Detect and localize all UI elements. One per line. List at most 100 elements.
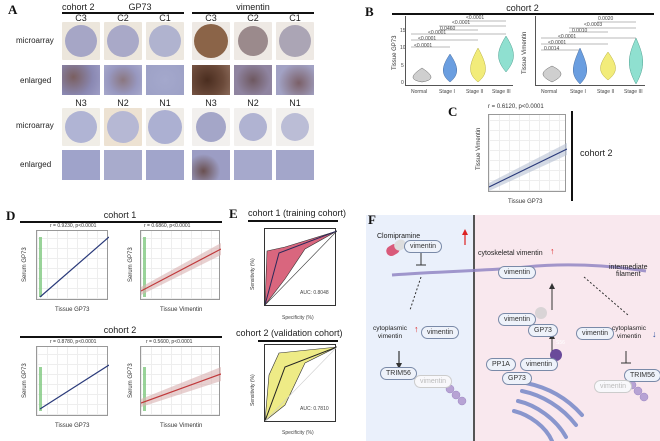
ylabel-tissue-vimentin: Tissue Vimentin <box>522 31 528 74</box>
pval-b2-3: <0.0001 <box>558 34 577 40</box>
microarray-gp73-n1 <box>146 108 184 146</box>
d-cohort2-header: cohort 2 <box>103 325 137 335</box>
d-xlabel-2: Tissue Vimentin <box>160 307 203 313</box>
d-ylabel-4: Serum GP73 <box>128 363 134 398</box>
d-stat-4: r = 0.5600, p<0.0001 <box>146 339 193 345</box>
s56-label: S56 <box>556 340 565 346</box>
e-rule-2 <box>258 340 338 342</box>
d-cohort1-rule <box>20 221 222 223</box>
f-gp73-complex: GP73 <box>528 324 558 337</box>
pval-b2-1: 0.0014 <box>544 46 560 52</box>
enlarged-vim-c2 <box>234 65 272 95</box>
enlarged-gp73-c3 <box>62 65 100 95</box>
f-vimentin-right: vimentin <box>576 327 615 340</box>
enlarged-vim-c1 <box>276 65 314 95</box>
enlarged-vim-n3 <box>192 150 230 180</box>
microarray-vim-c2 <box>234 22 272 60</box>
cyto-right-vim: vimentin <box>616 332 642 340</box>
row-label-microarray-normal: microarray <box>16 121 54 130</box>
xtick-stage1: Stage I <box>439 89 455 95</box>
ytick: 5 <box>401 63 404 69</box>
roc-cohort1 <box>264 228 337 306</box>
ylabel-tissue-gp73: Tissue GP73 <box>392 35 398 70</box>
col-c1-vim: C1 <box>289 13 301 23</box>
microarray-gp73-c3 <box>62 22 100 60</box>
panel-letter-f: F <box>368 212 376 227</box>
pval-b1: <0.0001 <box>414 43 433 49</box>
enlarged-gp73-n2 <box>104 150 142 180</box>
pval-b5: <0.0001 <box>452 20 471 26</box>
f-intermediate-label: intermediate filament <box>609 264 648 278</box>
d-xlabel-3: Tissue GP73 <box>55 423 90 429</box>
panel-letter-b: B <box>365 4 374 19</box>
microarray-gp73-c1 <box>146 22 184 60</box>
scatter-c <box>488 114 567 192</box>
f-drug-label: Clomipramine <box>377 233 421 240</box>
panel-c-divider <box>571 111 573 201</box>
microarray-gp73-c2 <box>104 22 142 60</box>
f-vimentin-faded-right: vimentin <box>594 380 633 393</box>
pval-b2-4: 0.0010 <box>572 28 588 34</box>
panel-letter-d: D <box>6 208 16 223</box>
f-cytoskeletal-label: cytoskeletal vimentin <box>478 250 543 257</box>
filament-text: filament <box>616 271 641 278</box>
f-vimentin-center: vimentin <box>498 266 537 279</box>
enlarged-vim-n1 <box>276 150 314 180</box>
xtick-stage3: Stage III <box>492 89 511 95</box>
col-c2-vim: C2 <box>247 13 259 23</box>
xtick-stage1-2: Stage I <box>570 89 586 95</box>
microarray-vim-n2 <box>234 108 272 146</box>
d-cohort2-rule <box>20 336 222 338</box>
pval-b2-5: <0.0003 <box>584 22 603 28</box>
d-stat-2: r = 0.6860, p<0.0001 <box>144 223 191 229</box>
cyto-right-text: cytoplasmic <box>612 325 646 332</box>
e-xlabel-2: Specificity (%) <box>282 430 314 436</box>
f-trim56-left: TRIM56 <box>380 367 417 380</box>
panel-b-rule <box>392 13 654 15</box>
f-cyto-left: cytoplasmic vimentin <box>373 325 407 341</box>
ytick: 0 <box>401 80 404 86</box>
arrow-up-icon: ↑ <box>550 246 555 256</box>
vimentin-group-title: vimentin <box>236 2 270 12</box>
scatter-d-cohort1-gp73 <box>36 230 109 300</box>
d-stat-3: r = 0.8780, p<0.0001 <box>50 339 97 345</box>
pval-b2-2: <0.0001 <box>548 40 567 46</box>
row-label-enlarged-normal: enlarged <box>20 160 52 169</box>
gp73-group-rule <box>62 12 184 14</box>
pval-b4: 0.0460 <box>440 26 456 32</box>
pval-b2-6: 0.0020 <box>598 16 614 22</box>
enlarged-gp73-c1 <box>146 65 184 95</box>
microarray-vim-c1 <box>276 22 314 60</box>
col-c1: C1 <box>159 13 171 23</box>
f-vimentin-faded-left: vimentin <box>414 375 453 388</box>
microarray-vim-c3 <box>192 22 230 60</box>
xlabel-c: Tissue GP73 <box>508 199 543 205</box>
e-rule-1 <box>248 220 338 222</box>
microarray-gp73-n3 <box>62 108 100 146</box>
f-cyto-right: cytoplasmic vimentin <box>612 325 646 341</box>
d-stat-1: r = 0.9230, p<0.0001 <box>50 223 97 229</box>
col-n2-vim: N2 <box>247 98 259 108</box>
row-label-microarray: microarray <box>16 36 54 45</box>
microarray-gp73-n2 <box>104 108 142 146</box>
enlarged-gp73-n3 <box>62 150 100 180</box>
col-n3: N3 <box>75 98 87 108</box>
f-diagram-lines <box>386 229 649 441</box>
f-divider <box>473 215 475 441</box>
vimentin-group-rule <box>192 12 314 14</box>
microarray-vim-n1 <box>276 108 314 146</box>
e-xlabel-1: Specificity (%) <box>282 315 314 321</box>
f-vimentin-pp1a: vimentin <box>520 358 559 371</box>
col-n3-vim: N3 <box>205 98 217 108</box>
enlarged-vim-c3 <box>192 65 230 95</box>
col-n1: N1 <box>159 98 171 108</box>
xtick-normal-2: Normal <box>541 89 558 95</box>
e-auc-1: AUC: 0.8048 <box>300 290 329 296</box>
col-c2: C2 <box>117 13 129 23</box>
f-pp1a: PP1A <box>486 358 516 371</box>
d-ylabel-3: Serum GP73 <box>22 363 28 398</box>
d-cohort1-header: cohort 1 <box>103 210 137 220</box>
intermediate-text: intermediate <box>609 264 648 271</box>
enlarged-gp73-n1 <box>146 150 184 180</box>
ytick: 10 <box>400 45 406 51</box>
